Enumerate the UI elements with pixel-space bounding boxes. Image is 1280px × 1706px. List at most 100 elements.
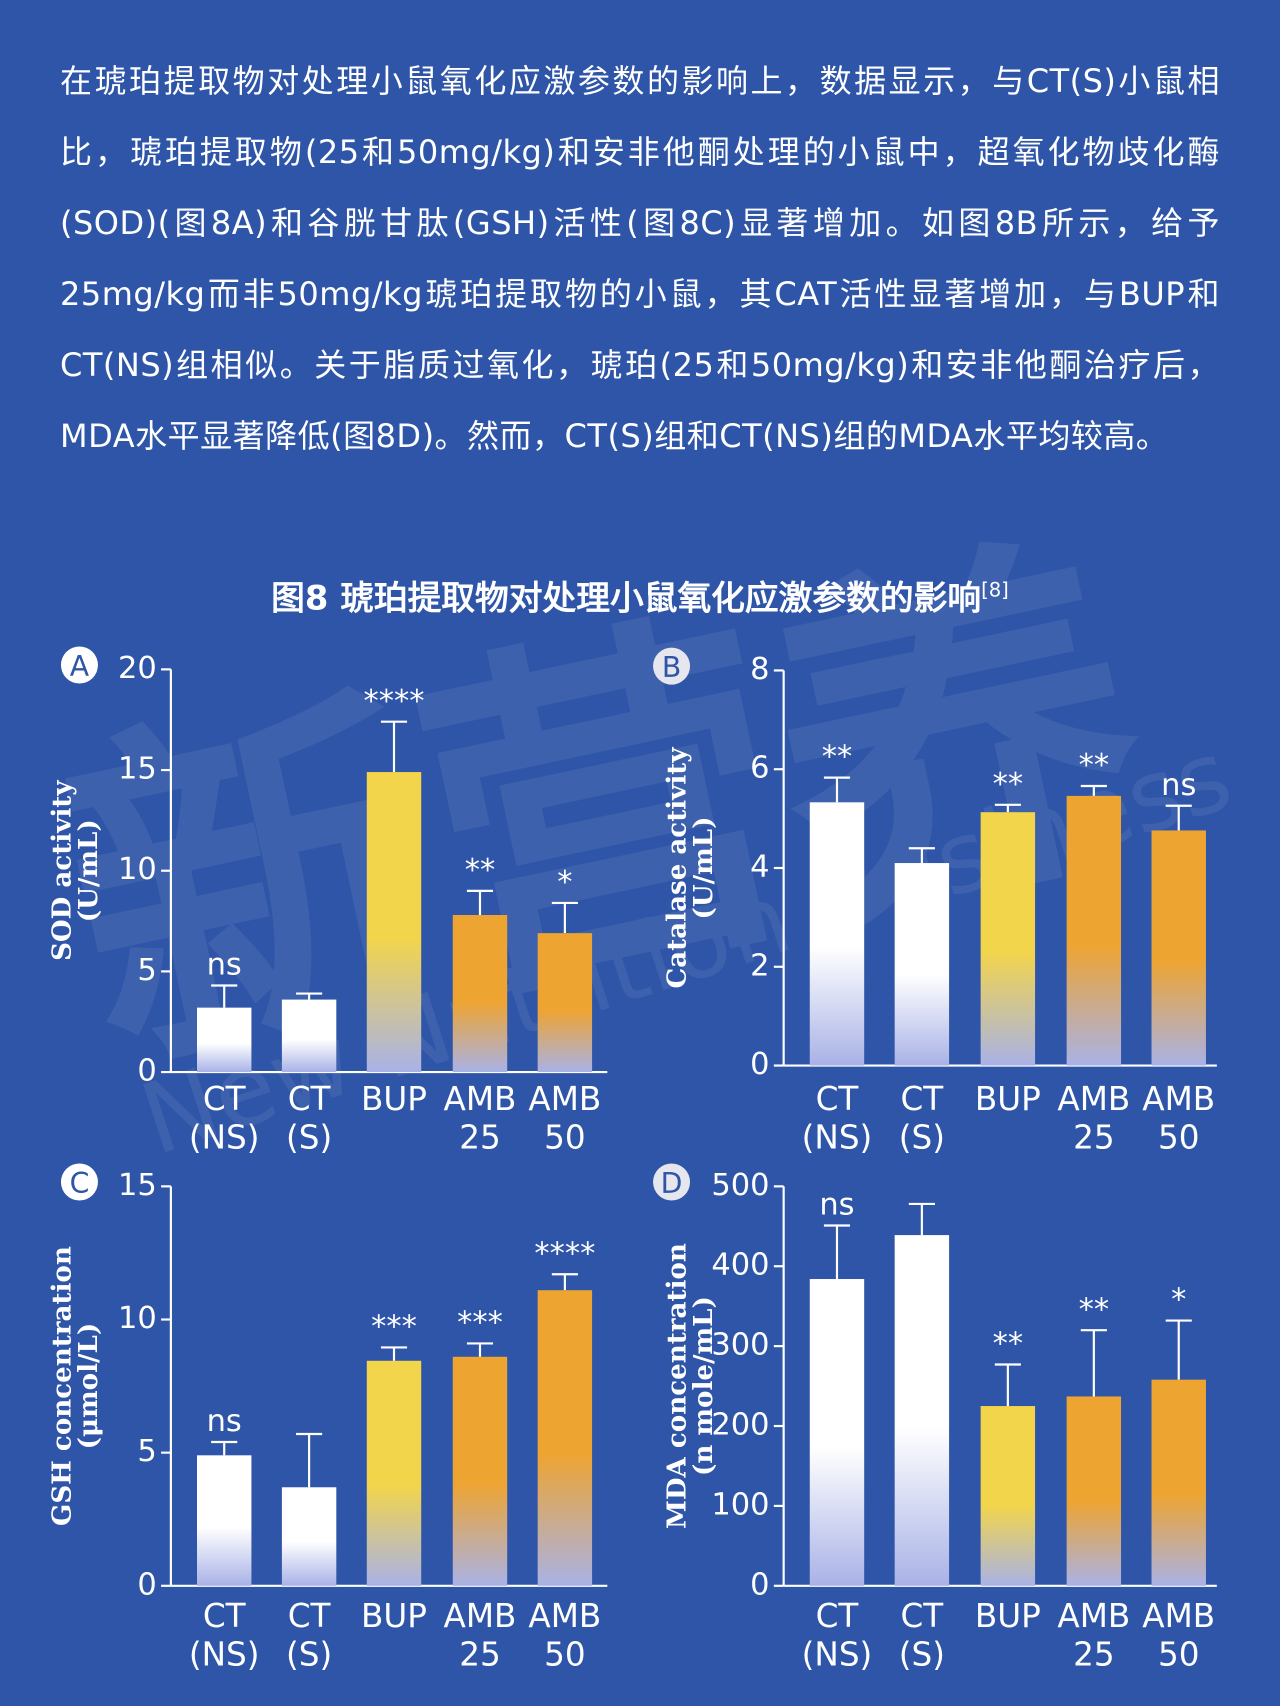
y-tick-label: 100 (711, 1487, 769, 1522)
y-axis-label: (U/mL) (73, 819, 104, 922)
significance-label: * (1171, 1283, 1186, 1318)
significance-label: *** (371, 1310, 417, 1345)
y-axis-label: SOD activity (47, 780, 78, 961)
x-tick-label: CT (NS) (802, 1597, 873, 1673)
y-tick-label: 5 (137, 1434, 156, 1469)
significance-label: ** (993, 1327, 1023, 1362)
figure-title: 图8 琥珀提取物对处理小鼠氧化应激参数的影响[8] (271, 578, 1009, 617)
panel-letter: B (662, 651, 681, 684)
y-tick-label: 15 (118, 1168, 157, 1203)
x-tick-label: AMB 25 (444, 1597, 517, 1673)
paragraph: 在琥珀提取物对处理小鼠氧化应激参数的影响上，数据显示，与CT(S)小鼠相比，琥珀… (60, 62, 1220, 455)
bar (452, 915, 508, 1073)
y-tick-label: 10 (118, 1301, 157, 1336)
y-tick-label: 0 (750, 1567, 769, 1602)
x-tick-label: BUP (361, 1080, 427, 1118)
bar (809, 802, 865, 1066)
significance-label: *** (457, 1306, 503, 1341)
bar (197, 1007, 252, 1073)
x-tick-label: BUP (975, 1597, 1041, 1635)
bar (1151, 1379, 1206, 1586)
significance-label: ns (819, 1188, 854, 1223)
y-axis-label: (U/mL) (688, 816, 719, 919)
significance-label: ** (993, 767, 1023, 802)
y-tick-label: 4 (750, 849, 769, 884)
bar (366, 1360, 422, 1586)
y-axis-label: (μmol/L) (73, 1323, 104, 1450)
panel-badge (653, 647, 691, 685)
y-tick-label: 8 (750, 652, 769, 687)
significance-label: ns (207, 948, 242, 983)
x-tick-label: CT (S) (286, 1080, 332, 1156)
y-axis-label: Catalase activity (662, 747, 693, 989)
significance-label: ** (822, 740, 852, 775)
y-tick-label: 10 (118, 852, 157, 887)
bar (980, 1406, 1036, 1586)
y-tick-label: 400 (711, 1248, 769, 1283)
bar (809, 1279, 865, 1586)
chart-panel: B Catalase activity(U/mL) 0 2 4 6 8 ** CT (NS) CT(… (653, 647, 1217, 1156)
bar (980, 812, 1036, 1066)
x-tick-label: AMB 25 (1057, 1080, 1130, 1156)
x-tick-label: AMB 50 (528, 1080, 601, 1156)
y-axis-label: GSH concentration (47, 1246, 78, 1526)
y-tick-label: 200 (711, 1408, 769, 1443)
y-tick-label: 2 (750, 948, 769, 983)
significance-label: ns (1161, 768, 1196, 803)
bar (537, 1290, 593, 1586)
y-tick-label: 0 (137, 1567, 156, 1602)
x-tick-label: BUP (975, 1080, 1041, 1118)
significance-label: ** (465, 853, 495, 888)
x-tick-label: AMB 25 (444, 1080, 517, 1156)
bar (197, 1455, 252, 1586)
bar (894, 1235, 950, 1586)
x-tick-label: BUP (361, 1597, 427, 1635)
panel-badge (60, 1163, 98, 1201)
y-tick-label: 0 (137, 1054, 156, 1089)
y-tick-label: 6 (750, 751, 769, 786)
panel-letter: D (661, 1167, 683, 1200)
title-ref: [8] (981, 578, 1009, 601)
x-tick-label: CT (S) (286, 1597, 332, 1673)
bar (894, 863, 950, 1066)
x-tick-label: AMB 50 (528, 1597, 601, 1673)
bar (1151, 830, 1206, 1066)
significance-label: ** (1079, 748, 1109, 783)
y-tick-label: 20 (118, 651, 157, 686)
x-tick-label: CT (NS) (189, 1597, 260, 1673)
title-text: 图8 琥珀提取物对处理小鼠氧化应激参数的影响 (271, 579, 981, 618)
bar (537, 933, 593, 1073)
x-tick-label: CT (NS) (189, 1080, 260, 1156)
panel-badge (60, 646, 98, 684)
y-tick-label: 15 (118, 752, 157, 787)
y-tick-label: 500 (711, 1168, 769, 1203)
x-tick-label: AMB 50 (1142, 1597, 1215, 1673)
x-tick-label: CT (NS) (802, 1080, 873, 1156)
y-tick-label: 0 (750, 1047, 769, 1082)
bar (452, 1356, 508, 1586)
x-tick-label: CT (S) (899, 1597, 945, 1673)
x-tick-label: AMB 50 (1142, 1080, 1215, 1156)
y-tick-label: 5 (137, 953, 156, 988)
panel-badge (653, 1163, 691, 1201)
significance-label: ns (207, 1404, 242, 1439)
bar (1066, 795, 1122, 1066)
panel-letter: A (70, 650, 90, 683)
x-tick-label: CT (S) (899, 1080, 945, 1156)
chart-panel: A SOD activity(U/mL) 0 5 10 15 20 ns CT (NS) CT (S)… (47, 646, 608, 1156)
bar (281, 1487, 337, 1586)
x-tick-label: AMB 25 (1057, 1597, 1130, 1673)
y-tick-label: 300 (711, 1328, 769, 1363)
bar (366, 772, 422, 1073)
bar (281, 999, 337, 1073)
panel-letter: C (70, 1167, 90, 1200)
bar (1066, 1396, 1122, 1586)
y-axis-label: MDA concentration (662, 1243, 693, 1529)
chart-panel: C GSH concentration(μmol/L) 0 5 10 15 ns CT (NS)… (47, 1163, 608, 1673)
significance-label: ** (1079, 1292, 1109, 1327)
significance-label: **** (364, 684, 425, 719)
y-axis-label: (n mole/mL) (688, 1296, 719, 1476)
significance-label: * (557, 865, 572, 900)
